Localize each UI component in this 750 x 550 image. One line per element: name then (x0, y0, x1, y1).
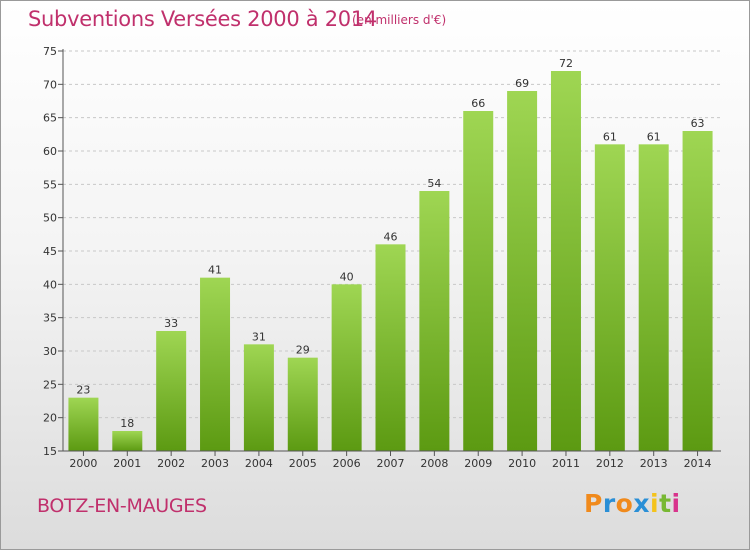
bar-value-label: 31 (252, 330, 266, 343)
x-tick-label: 2009 (464, 457, 492, 470)
bar-value-label: 29 (296, 344, 310, 357)
x-tick-label: 2005 (289, 457, 317, 470)
bar (682, 131, 713, 451)
bar (200, 277, 231, 451)
bar-value-label: 61 (647, 130, 661, 143)
bar (550, 71, 581, 451)
bar-value-label: 46 (384, 230, 398, 243)
bar (463, 111, 494, 451)
y-tick-label: 55 (43, 178, 57, 191)
x-axis: 2000 2001 2002 2003 2004 2005 2006 2007 2008 2009… (63, 450, 721, 470)
bar-value-label: 23 (76, 384, 90, 397)
y-tick-label: 45 (43, 245, 57, 258)
x-tick-label: 2012 (596, 457, 624, 470)
y-tick-label: 60 (43, 145, 57, 158)
y-tick-label: 70 (43, 78, 57, 91)
proxiti-logo[interactable]: Proxiti (584, 489, 681, 518)
bar-value-label: 63 (691, 117, 705, 130)
bar-value-label: 41 (208, 264, 222, 277)
x-tick-label: 2010 (508, 457, 536, 470)
bar (156, 331, 187, 451)
y-tick-label: 20 (43, 412, 57, 425)
bar (594, 144, 625, 452)
x-tick-label: 2002 (157, 457, 185, 470)
x-tick-label: 2001 (113, 457, 141, 470)
bar (112, 431, 143, 451)
y-axis: 15 20 25 30 35 40 45 50 55 60 65 70 75 (43, 45, 64, 458)
logo-letter: o (615, 489, 634, 518)
x-tick-label: 2004 (245, 457, 273, 470)
x-tick-label: 2000 (69, 457, 97, 470)
bar-value-label: 69 (515, 77, 529, 90)
bar (331, 284, 362, 451)
logo-letter: i (650, 489, 660, 518)
chart-unit: (en milliers d'€) (352, 13, 447, 27)
x-tick-label: 2011 (552, 457, 580, 470)
y-tick-label: 15 (43, 445, 57, 458)
x-tick-label: 2003 (201, 457, 229, 470)
bar (68, 397, 99, 451)
y-tick-label: 40 (43, 278, 57, 291)
logo-letter: x (633, 489, 650, 518)
bar-value-label: 54 (427, 177, 441, 190)
logo-letter: t (659, 489, 672, 518)
logo-letter: i (671, 489, 681, 518)
bar (638, 144, 669, 452)
y-tick-label: 30 (43, 345, 57, 358)
commune-name: BOTZ-EN-MAUGES (37, 495, 207, 517)
bar-value-label: 72 (559, 57, 573, 70)
x-tick-label: 2007 (377, 457, 405, 470)
y-tick-label: 65 (43, 112, 57, 125)
bars: 23 18 33 41 31 29 40 46 54 66 69 72 61 61 63 (68, 57, 713, 452)
bar (507, 91, 538, 451)
bar (419, 191, 450, 451)
chart-title: Subventions Versées 2000 à 2014 (28, 7, 377, 31)
bar-value-label: 66 (471, 97, 485, 110)
y-tick-label: 35 (43, 312, 57, 325)
logo-letter: P (584, 489, 603, 518)
bar (375, 244, 406, 451)
x-tick-label: 2008 (420, 457, 448, 470)
y-tick-label: 75 (43, 45, 57, 58)
bar (243, 344, 274, 451)
y-tick-label: 25 (43, 378, 57, 391)
x-tick-label: 2006 (333, 457, 361, 470)
y-tick-label: 50 (43, 212, 57, 225)
bar-value-label: 61 (603, 130, 617, 143)
logo-letter: r (602, 489, 616, 518)
bar-value-label: 33 (164, 317, 178, 330)
bar (287, 357, 318, 451)
bar-value-label: 18 (120, 417, 134, 430)
x-tick-label: 2013 (640, 457, 668, 470)
bar-value-label: 40 (340, 270, 354, 283)
x-tick-label: 2014 (684, 457, 712, 470)
